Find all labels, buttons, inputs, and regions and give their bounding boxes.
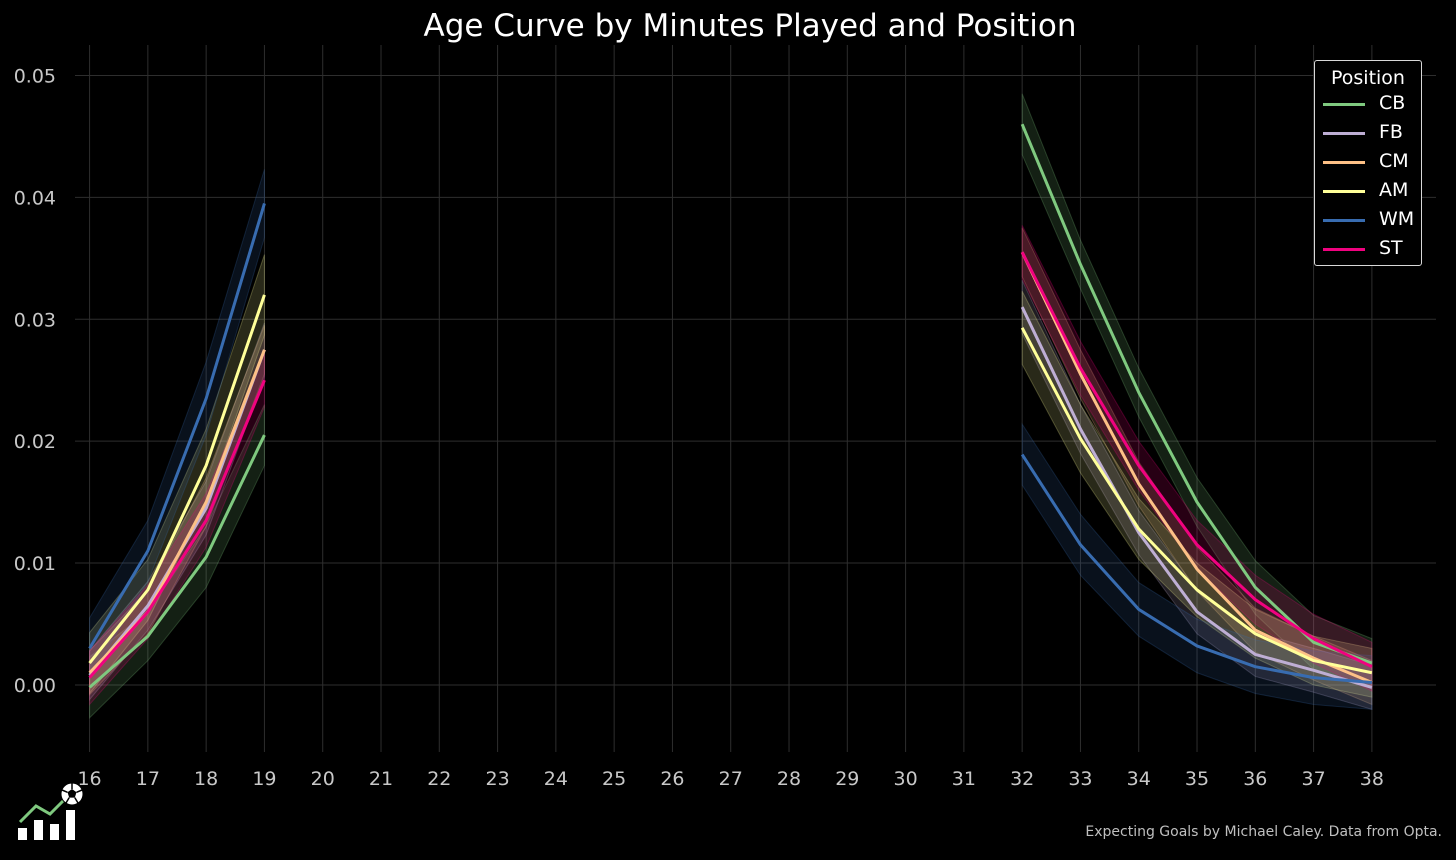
legend-label-am: AM <box>1379 179 1409 201</box>
series-lines <box>88 123 1373 689</box>
legend-label-cb: CB <box>1379 92 1406 114</box>
legend-label-st: ST <box>1379 237 1403 259</box>
series-line-wm-segment-2 <box>1020 453 1373 685</box>
legend-item-am: AM <box>1315 176 1421 205</box>
x-tick-label-36: 36 <box>1243 768 1267 790</box>
x-tick-label-37: 37 <box>1302 768 1326 790</box>
x-tick-label-20: 20 <box>311 768 335 790</box>
legend-label-wm: WM <box>1379 208 1415 230</box>
x-tick-label-30: 30 <box>893 768 917 790</box>
band-st-segment-1 <box>89 353 265 706</box>
legend-label-cm: CM <box>1379 150 1409 172</box>
x-tick-label-28: 28 <box>777 768 801 790</box>
series-line-cb-segment-2 <box>1020 123 1373 665</box>
x-tick-label-24: 24 <box>544 768 568 790</box>
grid <box>75 45 1436 752</box>
soccer-chart-logo-icon <box>18 782 84 840</box>
chart-title: Age Curve by Minutes Played and Position <box>423 8 1077 44</box>
band-am-segment-2 <box>1021 291 1373 698</box>
legend-item-cb: CB <box>1315 89 1421 118</box>
y-tick-label-0.02: 0.02 <box>14 431 56 453</box>
series-line-st-segment-1 <box>88 379 266 679</box>
series-line-cm-segment-2 <box>1020 251 1373 684</box>
y-tick-label-0.05: 0.05 <box>14 65 56 87</box>
legend-item-cm: CM <box>1315 147 1421 176</box>
y-tick-label-0.03: 0.03 <box>14 309 56 331</box>
x-tick-label-31: 31 <box>952 768 976 790</box>
x-tick-label-19: 19 <box>252 768 276 790</box>
x-tick-label-38: 38 <box>1360 768 1384 790</box>
x-tick-label-16: 16 <box>77 768 101 790</box>
series-line-am-segment-2 <box>1020 327 1373 675</box>
x-tick-label-29: 29 <box>835 768 859 790</box>
legend-label-fb: FB <box>1379 121 1403 143</box>
x-tick-label-27: 27 <box>719 768 743 790</box>
legend-swatch-wm <box>1323 219 1365 222</box>
y-tick-label-0.04: 0.04 <box>14 187 56 209</box>
x-tick-label-17: 17 <box>136 768 160 790</box>
band-wm-segment-1 <box>89 169 265 681</box>
tick-labels: 16 17 18 19 20 21 22 23 24 25 26 27 28 29 30 31 32 33 34 35… <box>14 65 1384 790</box>
x-tick-label-32: 32 <box>1010 768 1034 790</box>
footer-credit: Expecting Goals by Michael Caley. Data f… <box>1085 824 1442 840</box>
band-st-segment-2 <box>1021 225 1373 692</box>
x-tick-label-21: 21 <box>369 768 393 790</box>
legend-swatch-fb <box>1323 132 1365 135</box>
legend-swatch-st <box>1323 248 1365 251</box>
legend-item-fb: FB <box>1315 118 1421 147</box>
x-tick-label-33: 33 <box>1068 768 1092 790</box>
legend-title: Position <box>1331 67 1405 89</box>
x-tick-label-35: 35 <box>1185 768 1209 790</box>
legend-swatch-cm <box>1323 161 1365 164</box>
series-line-am-segment-1 <box>88 294 266 664</box>
y-tick-label-0.00: 0.00 <box>14 675 56 697</box>
legend-swatch-cb <box>1323 103 1365 106</box>
series-line-cm-segment-1 <box>88 349 266 674</box>
x-tick-label-26: 26 <box>660 768 684 790</box>
series-line-fb-segment-2 <box>1020 306 1373 689</box>
legend-item-wm: WM <box>1315 205 1421 234</box>
legend-item-st: ST <box>1315 234 1421 263</box>
x-tick-label-34: 34 <box>1127 768 1151 790</box>
x-tick-label-22: 22 <box>427 768 451 790</box>
x-tick-label-18: 18 <box>194 768 218 790</box>
x-tick-label-25: 25 <box>602 768 626 790</box>
legend: Position CB FB CM AM WM ST <box>1314 60 1422 266</box>
y-tick-label-0.01: 0.01 <box>14 553 56 575</box>
x-tick-label-23: 23 <box>485 768 509 790</box>
series-line-cb-segment-1 <box>88 434 266 689</box>
series-line-wm-segment-1 <box>88 203 266 650</box>
legend-swatch-am <box>1323 190 1365 193</box>
series-line-st-segment-2 <box>1020 251 1373 669</box>
